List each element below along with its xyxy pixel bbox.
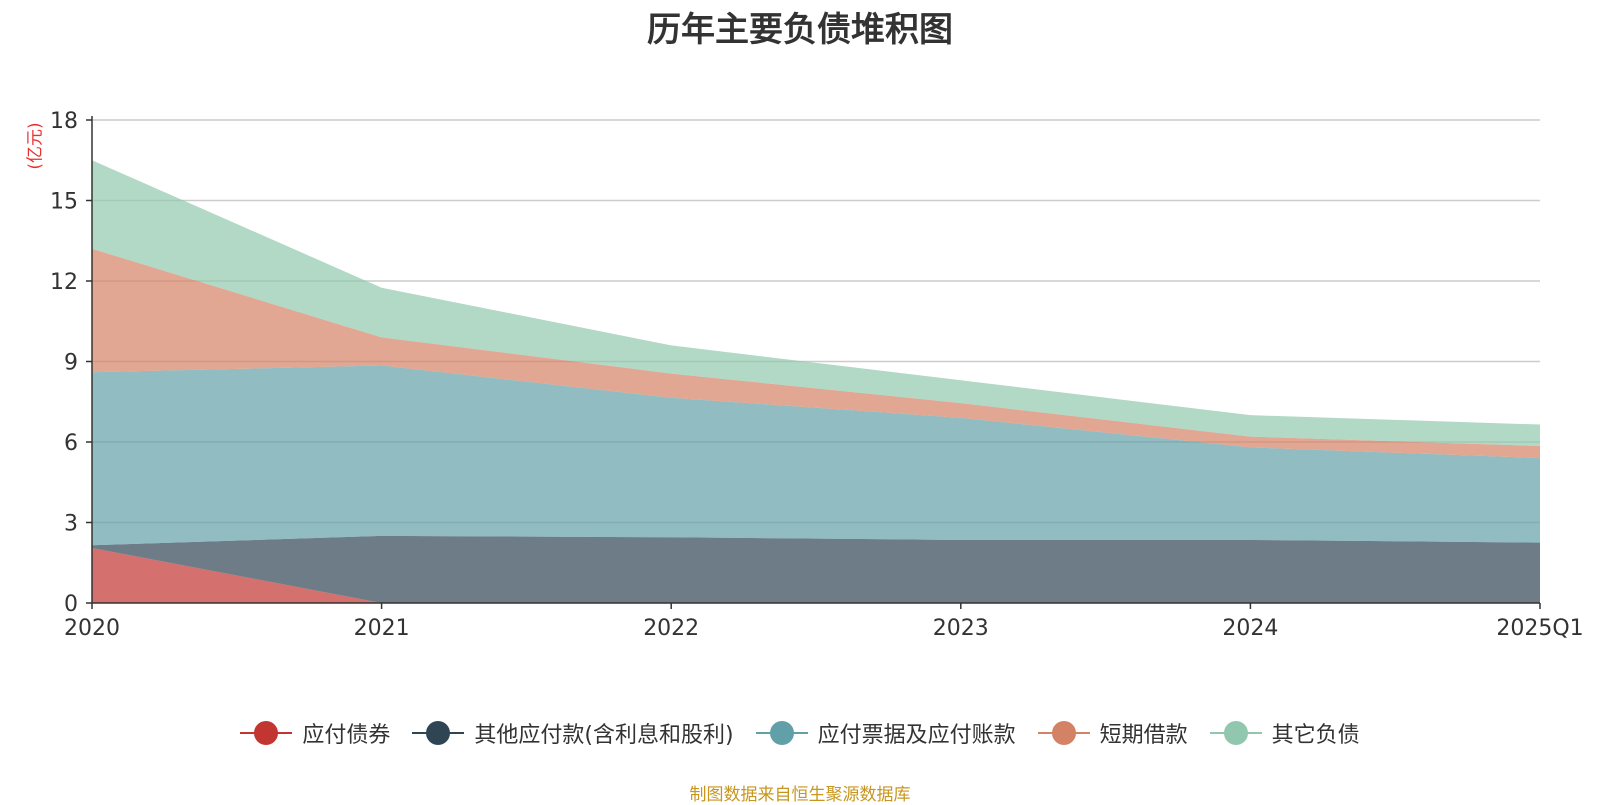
data-source-note: 制图数据来自恒生聚源数据库 [689,785,911,805]
legend-label: 其他应付款(含利息和股利) [474,723,734,748]
area-series-2 [92,535,1540,603]
legend-item[interactable]: 其他应付款(含利息和股利) [412,717,734,749]
x-tick-label: 2022 [643,616,699,641]
legend-label: 短期借款 [1099,723,1188,748]
area-series-3 [92,365,1540,546]
x-tick-label: 2024 [1222,616,1278,641]
chart-legend: 应付债券 其他应付款(含利息和股利) 应付票据及应付账款 短期借款 其它负债 [0,717,1600,749]
area-series-5 [92,160,1540,447]
legend-label: 应付票据及应付账款 [817,723,1016,748]
x-tick-label: 2023 [933,616,989,641]
legend-label: 应付债券 [302,723,391,748]
legend-marker-dot [1051,721,1076,745]
y-tick-label: 6 [64,431,78,456]
legend-label: 其它负债 [1271,723,1360,748]
y-tick-label: 15 [50,190,78,215]
legend-item[interactable]: 应付债券 [240,717,390,749]
legend-marker-dot [1223,721,1248,745]
y-tick-label: 12 [50,270,78,295]
legend-marker-icon [1209,720,1262,746]
x-tick-label: 2020 [64,616,120,641]
legend-item[interactable]: 其它负债 [1209,717,1360,749]
legend-marker-dot [769,721,794,745]
legend-marker-icon [240,720,293,746]
x-tick-label: 2025Q1 [1496,616,1583,641]
y-tick-label: 9 [64,351,78,376]
area-series-1 [92,547,1540,603]
legend-item[interactable]: 应付票据及应付账款 [755,717,1016,749]
area-series-4 [92,248,1540,459]
y-tick-label: 3 [64,512,78,537]
y-tick-label: 0 [64,592,78,617]
legend-marker-icon [1037,720,1090,746]
legend-marker-dot [426,721,451,745]
legend-marker-icon [412,720,465,746]
legend-item[interactable]: 短期借款 [1037,717,1188,749]
legend-marker-dot [254,721,279,745]
x-tick-label: 2021 [354,616,410,641]
chart-title: 历年主要负债堆积图 [647,10,953,50]
y-tick-label: 18 [50,109,78,134]
legend-marker-icon [755,720,808,746]
